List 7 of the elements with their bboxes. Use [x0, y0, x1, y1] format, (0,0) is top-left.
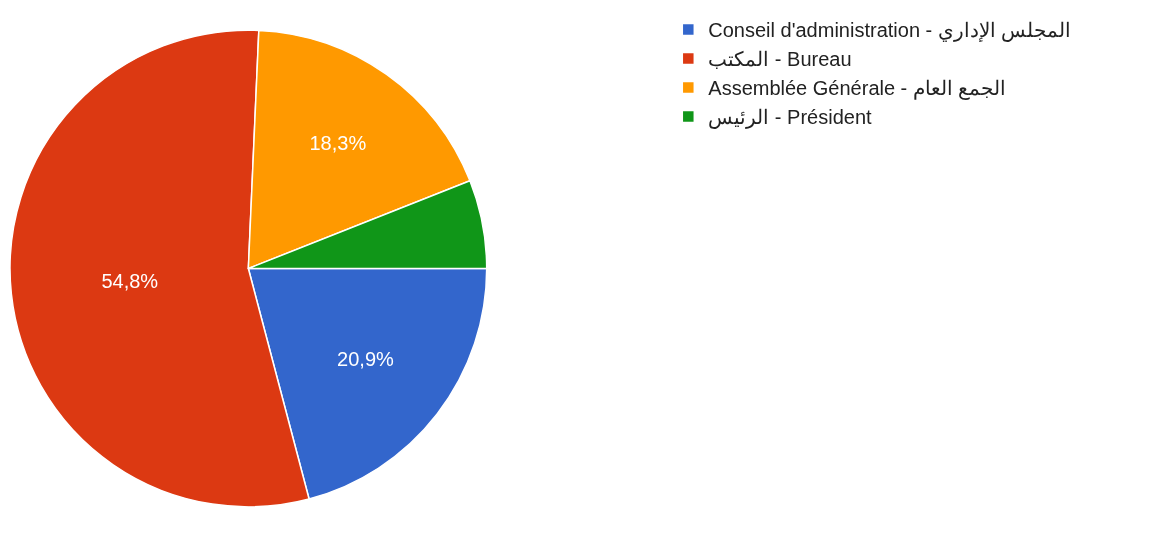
legend-label: Assemblée Générale - الجمع العام	[708, 77, 1007, 101]
data-label: 54,8%	[101, 270, 159, 293]
legend-label: الرئيس - Président	[708, 106, 873, 130]
data-label: 20,9%	[337, 347, 395, 370]
data-label: 18,3%	[309, 131, 367, 154]
legend-label: Conseil d'administration - المجلس الإداري	[708, 19, 1072, 44]
legend-label: المكتب - Bureau	[708, 48, 852, 71]
